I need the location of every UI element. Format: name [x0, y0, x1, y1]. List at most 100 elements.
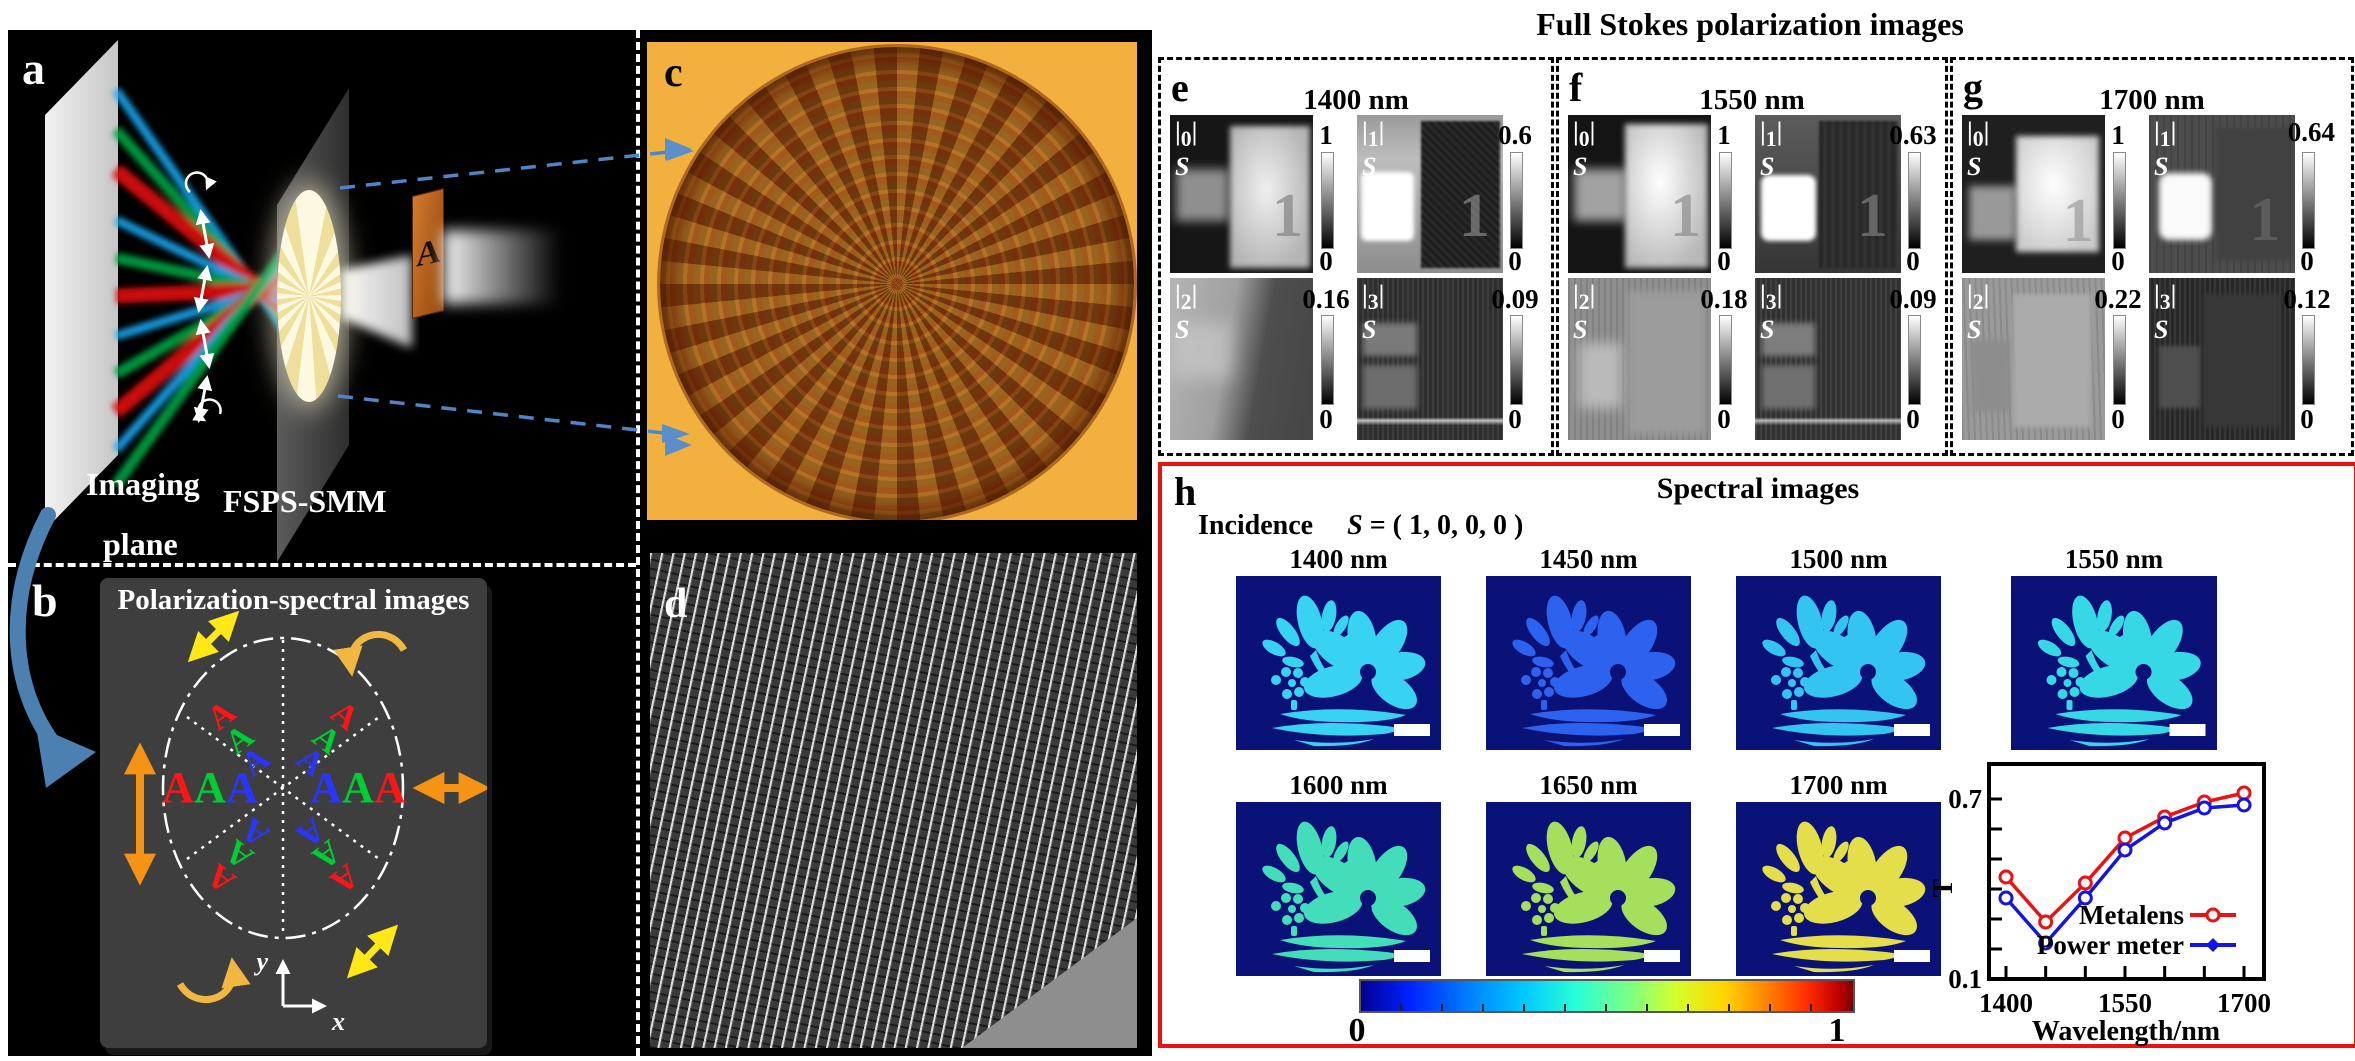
stokes-image-s1: | S 1| 1 [1357, 115, 1503, 273]
colorbar-min: 0 [1508, 246, 1522, 276]
colorbar-min: 0 [2300, 404, 2314, 434]
legend-marker-metalens [2205, 907, 2221, 923]
colorbar-max: 0.12 [2283, 284, 2331, 314]
s2-label: | S 2| [1967, 280, 1990, 345]
colorbar-max: 1 [1717, 120, 1731, 150]
transmitted-beam [443, 230, 561, 304]
panel-a-b-c-d-block: a [8, 30, 1152, 1056]
panel-divider-horizontal [8, 563, 636, 567]
stokes-section-title: Full Stokes polarization images [1536, 6, 1964, 42]
colorbar-max: 0.18 [1700, 284, 1748, 314]
panel-e-wavelength: 1400 nm [1303, 84, 1409, 116]
panel-g-label: g [1963, 65, 1983, 110]
spectral-image-1400nm [1236, 576, 1441, 750]
data-point [2196, 800, 2212, 816]
data-point [1998, 890, 2014, 906]
incidence-stokes-vector: S = ( 1, 0, 0, 0 ) [1347, 510, 1524, 541]
stokes-image-s0: | S 0| 1 [1962, 115, 2105, 273]
chart-text: Wavelength/nm [2032, 1016, 2220, 1046]
chart-text: 1400 [1979, 988, 2033, 1018]
linear-45-arrow [187, 610, 240, 663]
stokes-image-s3: |S3| 1 [1755, 278, 1901, 440]
stokes-image-s2: |S2| 1 [1170, 278, 1313, 440]
jet-colorbar-min: 0 [1348, 1012, 1366, 1049]
stokes-panel-1550nm: f 1550 nm | S 0| 1 1 0 | S 1| 1 0.63 0 | S 2| … [1556, 57, 1948, 456]
axis-x-label: x [331, 1007, 345, 1036]
chart-text: 0.1 [1948, 964, 1982, 994]
polarization-state-icons [184, 171, 222, 423]
colorbar-max: 0.09 [1491, 284, 1539, 314]
panel-b-title: Polarization-spectral images [117, 584, 470, 616]
photo-digit: 1 [1272, 182, 1303, 251]
s3-label: | S 3| [1760, 280, 1783, 345]
data-point [1998, 869, 2014, 885]
stokes-image-s3: |S3| 1 [2149, 278, 2295, 440]
colorbar-max: 0.16 [1302, 284, 1350, 314]
panel-g-wavelength: 1700 nm [2099, 84, 2205, 116]
colorbar-min: 0 [1717, 246, 1731, 276]
colorbar-min: 0 [1717, 404, 1731, 434]
s3-label: | S 3| [1362, 280, 1385, 345]
colorbar-min: 0 [1906, 404, 1920, 434]
metasurface-micrograph-disk [660, 47, 1134, 520]
metasurface-lens [277, 190, 341, 402]
chart-text: 1550 [2098, 988, 2152, 1018]
photo-digit: 1 [2249, 185, 2281, 254]
sem-panel: d [650, 553, 1137, 1048]
panel-d-label: d [664, 581, 688, 627]
incidence-label: Incidence [1198, 510, 1314, 541]
photo-digit: 1 [1458, 182, 1490, 251]
grayscale-colorbar [2302, 152, 2315, 249]
stokes-image-s1: | S 1| 1 [1755, 115, 1901, 273]
colorbar-min: 0 [2111, 404, 2125, 434]
panel-f-wavelength: 1550 nm [1699, 84, 1805, 116]
colorbar-max: 0.09 [1889, 284, 1937, 314]
s0-label: | S 0| [1573, 117, 1596, 182]
imaging-plane-label-line2: plane [103, 526, 178, 562]
circular-pol-arrow-bottom [176, 957, 251, 1004]
chart-text: T [1932, 878, 1959, 897]
letter-a: A [194, 763, 226, 812]
s2-label: | S 2| [1175, 280, 1198, 345]
focused-light-cone [341, 255, 412, 348]
stokes-image-s2: |S2| 1 [1962, 278, 2105, 440]
stokes-image-s2: |S2| 1 [1568, 278, 1711, 440]
imaging-plane-label-line1: Imaging [86, 466, 200, 502]
data-point [2236, 785, 2252, 801]
grayscale-colorbar [1908, 152, 1921, 249]
letter-a: A [226, 763, 258, 812]
wavelength-label: 1550 nm [2064, 544, 2164, 574]
spectral-images-panel: h Spectral images Incidence S = ( 1, 0, 0… [1158, 462, 2355, 1049]
colorbar-min: 0 [2111, 246, 2125, 276]
data-point [2038, 935, 2054, 951]
zoom-arrowhead-bottom [665, 434, 692, 456]
spectral-image-1450nm [1486, 576, 1691, 750]
circular-pol-arrow-top [333, 630, 408, 677]
wavelength-label: 1450 nm [1539, 544, 1638, 574]
colorbar-min: 0 [1319, 246, 1333, 276]
chart-text: 1700 [2217, 988, 2271, 1018]
colorbar-min: 0 [1906, 246, 1920, 276]
grayscale-colorbar [1719, 152, 1732, 249]
grayscale-colorbar [1321, 315, 1334, 405]
spectral-image-1550nm [2011, 576, 2217, 750]
panel-f-label: f [1569, 65, 1583, 110]
stokes-image-s3: |S3| 1 [1357, 278, 1503, 440]
data-point [2117, 842, 2133, 858]
panel-a-label: a [22, 43, 45, 94]
wavelength-label: 1650 nm [1539, 770, 1638, 800]
panel-b-label: b [32, 575, 58, 626]
fsps-smm-label: FSPS-SMM [223, 483, 387, 519]
wavelength-label: 1500 nm [1789, 544, 1888, 574]
wavelength-label: 1700 nm [1789, 770, 1888, 800]
jet-colorbar-max: 1 [1828, 1012, 1846, 1049]
colorbar-max: 1 [1319, 120, 1333, 150]
colorbar-min: 0 [1319, 404, 1333, 434]
chart-frame [1987, 762, 2266, 981]
axis-y-label: y [253, 947, 268, 976]
data-point [2077, 890, 2093, 906]
s0-label: | S 0| [1175, 117, 1198, 182]
